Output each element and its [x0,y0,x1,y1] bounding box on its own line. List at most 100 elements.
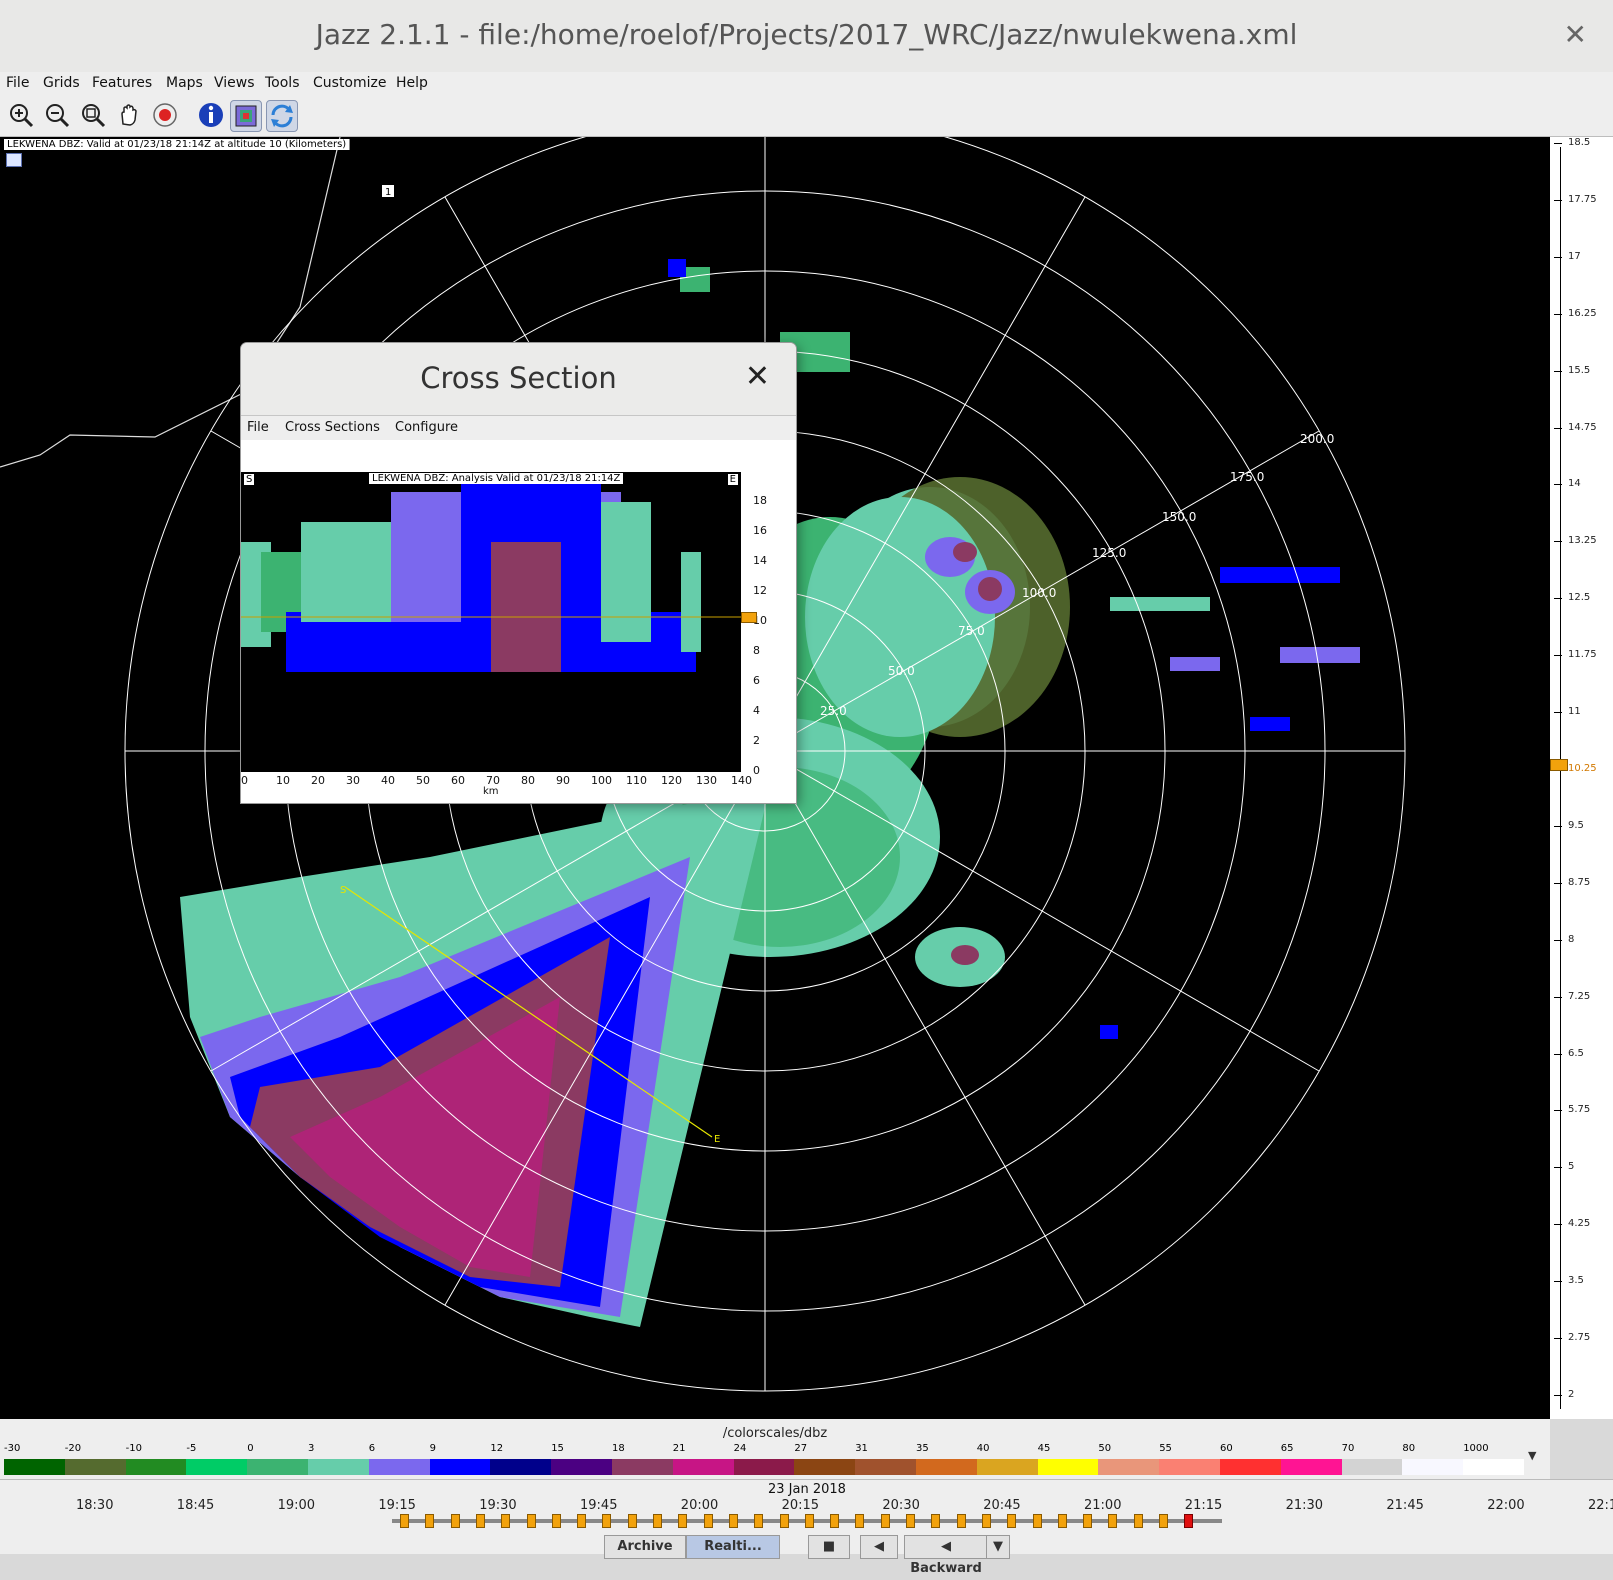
timeline-frame-marker[interactable] [1007,1514,1017,1528]
close-icon[interactable]: ✕ [744,359,770,394]
timeline-frame-marker[interactable] [678,1514,688,1528]
altitude-tick [1554,484,1562,486]
xs-menu-cross-sections[interactable]: Cross Sections [285,420,380,435]
timeline-frame-marker[interactable] [728,1514,738,1528]
timeline-frame-marker[interactable] [981,1514,991,1528]
timeline-frame-marker[interactable] [425,1514,435,1528]
timeline-frame-marker[interactable] [1032,1514,1042,1528]
timeline-frame-marker[interactable] [551,1514,561,1528]
altitude-marker[interactable] [741,612,757,623]
menu-file[interactable]: File [6,75,30,91]
timeline-frame-marker[interactable] [627,1514,637,1528]
timeline-frame-marker[interactable] [450,1514,460,1528]
colorbar-swatch [308,1459,369,1475]
xs-menu-configure[interactable]: Configure [395,420,459,435]
direction-dropdown[interactable]: ▼ [986,1535,1010,1559]
timeline-time-label: 18:30 [76,1498,114,1513]
colorbar-swatch [64,1459,126,1475]
dialog-header[interactable]: Cross Section ✕ [241,343,796,416]
colorbar-swatch [368,1459,430,1475]
x-axis-unit: km [483,786,499,797]
cross-section-plot[interactable]: LEKWENA DBZ: Analysis Valid at 01/23/18 … [241,472,741,772]
viewport-label: LEKWENA DBZ: Valid at 01/23/18 21:14Z at… [4,139,351,150]
colorbar-label: 0 [247,1443,254,1454]
zoom-fit-icon[interactable] [78,100,108,130]
colorbar-label: 65 [1280,1443,1294,1454]
timeline-frame-marker[interactable] [779,1514,789,1528]
timeline-frame-marker[interactable] [1133,1514,1143,1528]
menu-features[interactable]: Features [92,75,153,91]
plot-corner-left: S [244,474,255,485]
timeline-frame-marker[interactable] [577,1514,587,1528]
collapse-icon[interactable] [6,153,22,167]
cross-section-dialog[interactable]: Cross Section ✕ File Cross Sections Conf… [241,343,796,803]
menu-help[interactable]: Help [396,75,428,91]
close-icon[interactable]: ✕ [1563,18,1587,51]
border-line [0,137,341,468]
timeline-frame-marker[interactable] [1159,1514,1168,1528]
colorbar-label: 24 [733,1443,747,1454]
colorbar-swatch [1402,1459,1464,1475]
x-tick-label: 110 [626,774,647,787]
timeline-frame-marker[interactable] [1108,1514,1118,1528]
x-tick-label: 60 [451,774,465,787]
radar-display[interactable]: 25.0 50.0 75.0 100.0 125.0 150.0 175.0 2… [0,137,1550,1419]
archive-button[interactable]: Archive [604,1535,686,1559]
menu-maps[interactable]: Maps [166,75,203,91]
colorbar-menu-icon[interactable]: ▼ [1528,1449,1537,1462]
pan-hand-icon[interactable] [114,100,144,130]
menu-views[interactable]: Views [214,75,255,91]
y-tick-label: 0 [753,764,760,777]
timeline-frame-marker[interactable] [880,1514,890,1528]
timeline-frame-marker[interactable] [602,1514,612,1528]
altitude-scale[interactable]: 18.5 17.75 17 16.25 15.5 14.75 14 13.25 12.5 11.7… [1550,137,1613,1419]
layers-icon[interactable] [230,100,262,132]
radar-echoes [180,259,1360,1327]
colorbar-label: 35 [916,1443,929,1454]
colorbar-label: 15 [551,1443,564,1454]
timeline-frame-marker[interactable] [956,1514,966,1528]
timeline-frame-marker[interactable] [906,1514,915,1528]
timeline-frame-marker[interactable] [400,1514,409,1528]
altitude-tick [1554,825,1562,827]
colorbar-label: -5 [186,1443,197,1454]
menu-tools[interactable]: Tools [265,75,300,91]
range-label: 75.0 [958,624,985,638]
timeline-frame-marker[interactable] [501,1514,511,1528]
menu-grids[interactable]: Grids [43,75,80,91]
altitude-tick [1554,1224,1562,1226]
xs-menu-file[interactable]: File [247,420,269,435]
stop-button[interactable]: ■ [808,1535,850,1559]
colorbar-label: 6 [368,1443,376,1454]
altitude-slider-handle[interactable] [1550,759,1568,771]
realtime-button[interactable]: Realti... [686,1535,780,1559]
colorbar-label: 18 [612,1443,625,1454]
timeline-frame-marker[interactable] [1184,1514,1194,1528]
timeline-frame-marker[interactable] [1057,1514,1067,1528]
menu-customize[interactable]: Customize [313,75,387,91]
altitude-tick [1554,939,1562,941]
zoom-out-icon[interactable] [42,100,72,130]
timeline-frame-marker[interactable] [754,1514,764,1528]
step-back-button[interactable]: ◀ [860,1535,898,1559]
timeline-frame-marker[interactable] [703,1514,713,1528]
timeline-frame-marker[interactable] [653,1514,662,1528]
range-label: 100.0 [1022,586,1056,600]
timeline-frame-marker[interactable] [931,1514,941,1528]
timeline-frame-marker[interactable] [830,1514,840,1528]
y-tick-label: 14 [753,554,767,567]
record-icon[interactable] [150,100,180,130]
timeline-frame-marker[interactable] [526,1514,536,1528]
refresh-icon[interactable] [266,100,298,132]
colorbar-swatch [916,1459,977,1475]
colorbar-swatch [855,1459,916,1475]
direction-button[interactable]: ◀ Backward [904,1535,988,1576]
timeline-frame-marker[interactable] [475,1514,485,1528]
timeline-frame-marker[interactable] [1083,1514,1093,1528]
timeline-frame-marker[interactable] [804,1514,814,1528]
timeline-frame-marker[interactable] [855,1514,865,1528]
zoom-in-icon[interactable] [6,100,36,130]
timeline[interactable]: 23 Jan 2018 18:30 18:45 19:00 19:15 19:30 19:… [0,1479,1613,1576]
info-icon[interactable] [196,100,226,130]
altitude-label: 11.75 [1568,649,1597,661]
